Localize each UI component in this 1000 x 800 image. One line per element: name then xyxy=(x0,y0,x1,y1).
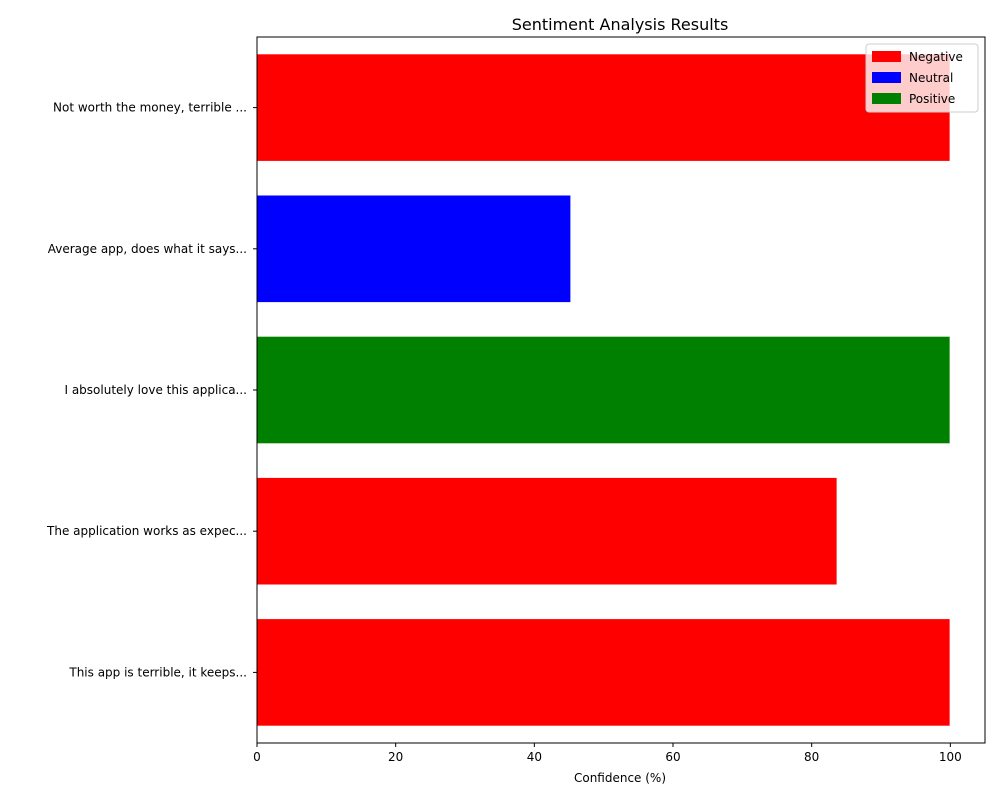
x-axis-label: Confidence (%) xyxy=(574,771,666,785)
y-tick-label: The application works as expec... xyxy=(46,524,247,538)
chart-title: Sentiment Analysis Results xyxy=(512,15,729,34)
legend-swatch-neutral xyxy=(872,72,901,83)
legend-label-neutral: Neutral xyxy=(909,71,953,85)
x-tick-label: 0 xyxy=(253,750,261,764)
legend-swatch-negative xyxy=(872,51,901,62)
plot-frame xyxy=(256,36,986,744)
legend-label-negative: Negative xyxy=(909,50,963,64)
x-tick-label: 60 xyxy=(665,750,680,764)
y-tick-label: This app is terrible, it keeps... xyxy=(68,665,247,679)
bar-2 xyxy=(257,195,571,303)
bar-4 xyxy=(257,477,837,585)
bar-5 xyxy=(257,619,950,726)
legend-swatch-positive xyxy=(872,93,901,104)
x-tick-label: 20 xyxy=(388,750,403,764)
y-tick-label: Average app, does what it says... xyxy=(48,242,247,256)
x-tick-label: 80 xyxy=(804,750,819,764)
bar-3 xyxy=(257,336,950,444)
bars-group xyxy=(257,54,950,726)
x-tick-label: 40 xyxy=(527,750,542,764)
y-tick-label: Not worth the money, terrible ... xyxy=(53,101,247,115)
y-tick-label: I absolutely love this applica... xyxy=(64,383,247,397)
y-axis-ticks: Not worth the money, terrible ... Average… xyxy=(46,101,257,679)
x-axis-ticks: 0 20 40 60 80 100 xyxy=(253,743,962,764)
bar-1 xyxy=(257,54,950,161)
legend: Negative Neutral Positive xyxy=(865,43,979,113)
x-tick-label: 100 xyxy=(939,750,962,764)
legend-label-positive: Positive xyxy=(909,92,955,106)
